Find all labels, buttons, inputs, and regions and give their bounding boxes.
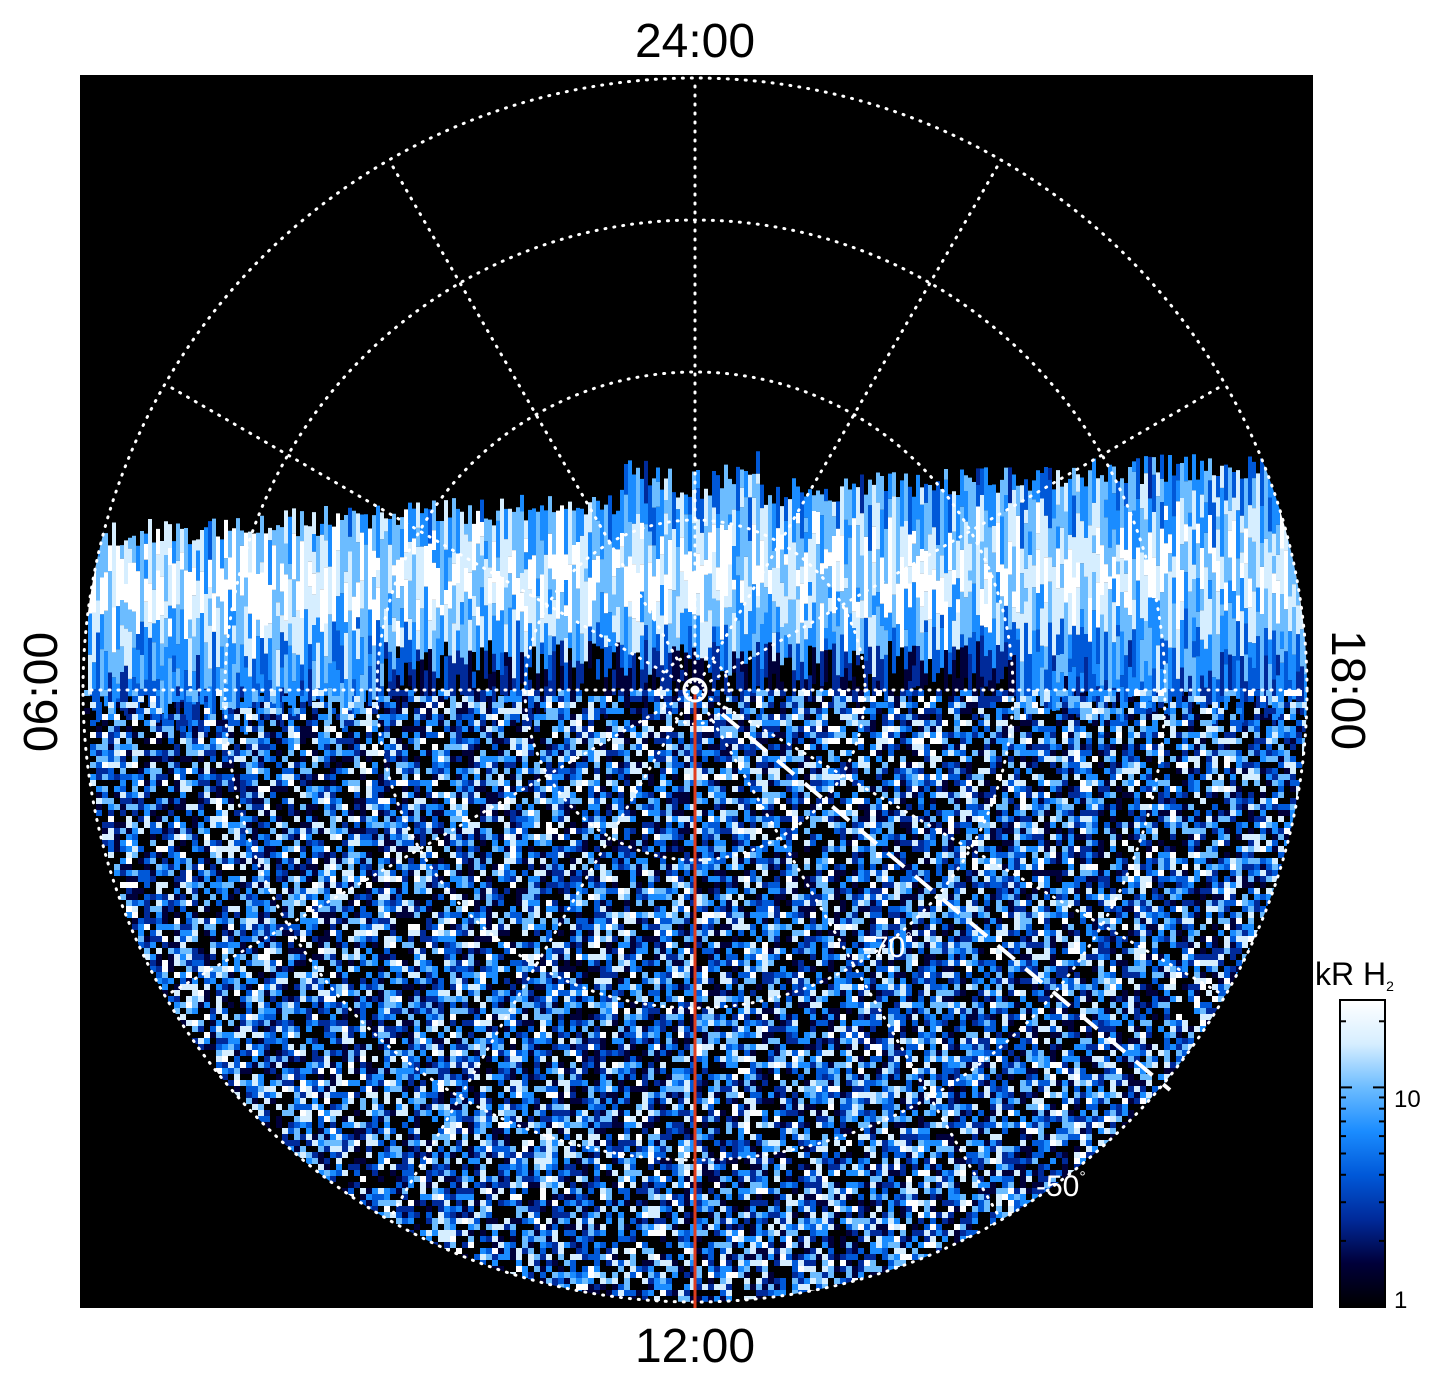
pole-marker-icon [682,677,708,703]
latitude-label-50: -50° [1036,1169,1086,1203]
dashed-radial-line [720,712,1172,1092]
local-time-spoke [163,688,697,998]
colorbar-title: kR H2 [1315,956,1394,994]
local-time-spoke [163,382,697,692]
local-time-spoke [693,382,1227,692]
colorbar-ticks [1340,1020,1385,1308]
latitude-label-70: -70° [862,930,912,964]
heatmap-cells [84,457,1307,1302]
emission-heatmap [84,451,1307,1302]
local-time-label-right: 18:00 [1321,630,1374,750]
colorbar-tick-label-1: 1 [1394,1287,1407,1314]
local-time-spoke [693,688,1227,998]
polar-grid [81,76,1309,1304]
heatmap-cells [90,451,1307,1302]
colorbar-tick-label-10: 10 [1394,1086,1421,1113]
local-time-spoke [387,688,697,1222]
heatmap-cells [88,501,1307,1296]
local-time-spoke [693,158,1003,692]
local-time-spoke [387,158,697,692]
latitude-circle [375,370,1015,1010]
local-time-spoke [693,688,1003,1222]
latitude-circle [81,76,1309,1304]
heatmap-cells [88,463,1307,1302]
local-time-label-left: 06:00 [15,632,68,752]
heatmap-cells [84,641,1302,1302]
local-time-label-top: 24:00 [635,15,755,68]
colorbar-gradient [1339,999,1386,1308]
colorbar: kR H2 10 1 [1315,956,1421,1314]
local-time-label-bottom: 12:00 [635,1320,755,1373]
